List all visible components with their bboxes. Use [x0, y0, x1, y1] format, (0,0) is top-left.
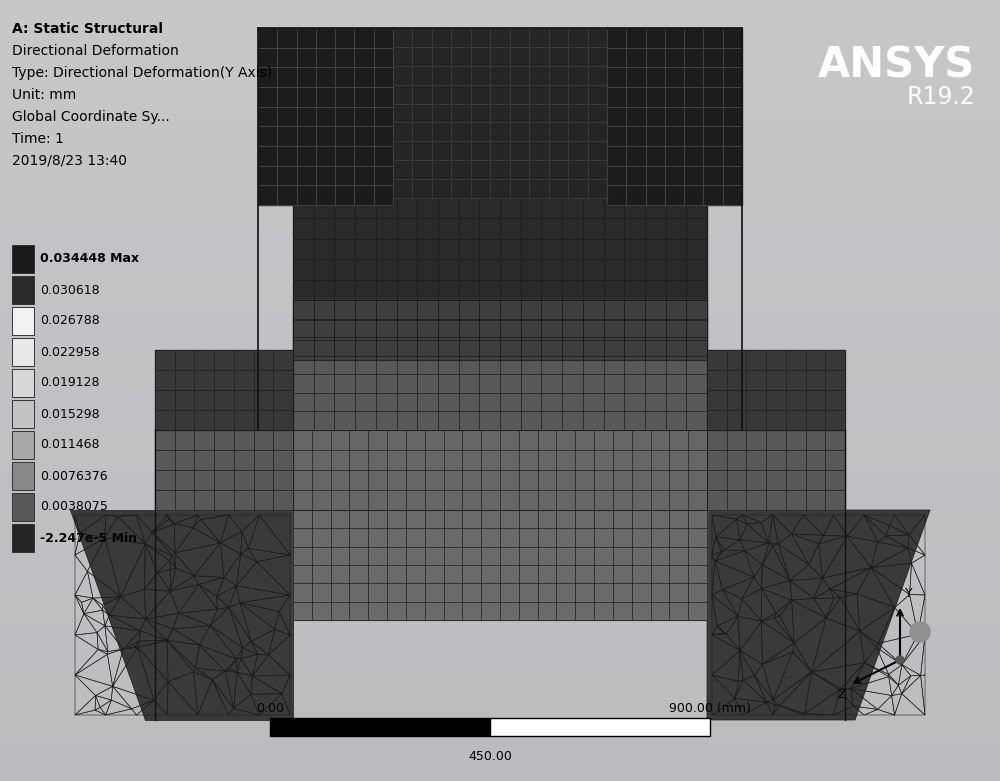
- Bar: [12, 369, 34, 397]
- Bar: [258, 28, 393, 205]
- Bar: [607, 28, 742, 205]
- Text: Type: Directional Deformation(Y Axis): Type: Directional Deformation(Y Axis): [12, 66, 272, 80]
- Text: 0.034448 Max: 0.034448 Max: [40, 252, 139, 266]
- Text: A: Static Structural: A: Static Structural: [12, 22, 163, 36]
- Bar: [0, 78, 1000, 117]
- Bar: [707, 350, 845, 430]
- Bar: [0, 273, 1000, 312]
- Bar: [0, 117, 1000, 156]
- Bar: [12, 400, 34, 428]
- Bar: [293, 300, 707, 360]
- Bar: [0, 508, 1000, 547]
- Bar: [0, 0, 1000, 39]
- Text: 0.0038075: 0.0038075: [40, 501, 108, 513]
- Text: Directional Deformation: Directional Deformation: [12, 44, 179, 58]
- Bar: [0, 195, 1000, 234]
- Text: Unit: mm: Unit: mm: [12, 88, 76, 102]
- Text: 0.011468: 0.011468: [40, 438, 100, 451]
- Bar: [293, 430, 707, 510]
- Bar: [0, 351, 1000, 390]
- Text: Z: Z: [838, 688, 846, 701]
- Text: 2019/8/23 13:40: 2019/8/23 13:40: [12, 154, 127, 168]
- Circle shape: [896, 656, 904, 664]
- Bar: [0, 234, 1000, 273]
- Bar: [707, 430, 845, 510]
- Bar: [12, 524, 34, 552]
- Text: 0.015298: 0.015298: [40, 408, 100, 420]
- Text: Time: 1: Time: 1: [12, 132, 64, 146]
- Bar: [0, 547, 1000, 586]
- Text: 0.00: 0.00: [256, 702, 284, 715]
- Text: ANSYS: ANSYS: [818, 45, 975, 87]
- Bar: [0, 430, 1000, 469]
- Text: 0.019128: 0.019128: [40, 376, 100, 390]
- Bar: [0, 586, 1000, 625]
- Bar: [12, 307, 34, 335]
- Text: Global Coordinate Sy...: Global Coordinate Sy...: [12, 110, 170, 124]
- Text: -2.247e-5 Min: -2.247e-5 Min: [40, 532, 137, 544]
- Bar: [393, 28, 607, 198]
- Bar: [12, 493, 34, 521]
- Polygon shape: [70, 510, 293, 720]
- Bar: [155, 430, 293, 510]
- Bar: [293, 198, 707, 300]
- Bar: [12, 338, 34, 366]
- Text: 450.00: 450.00: [468, 750, 512, 763]
- Bar: [270, 718, 490, 736]
- Text: 0.0076376: 0.0076376: [40, 469, 108, 483]
- Polygon shape: [707, 510, 930, 720]
- Text: 0.026788: 0.026788: [40, 315, 100, 327]
- Text: Y: Y: [905, 587, 913, 600]
- Circle shape: [910, 622, 930, 642]
- Bar: [12, 462, 34, 490]
- Bar: [293, 300, 707, 430]
- Bar: [0, 625, 1000, 664]
- Bar: [0, 664, 1000, 703]
- Bar: [155, 350, 293, 430]
- Bar: [0, 390, 1000, 430]
- Bar: [12, 431, 34, 459]
- Bar: [0, 469, 1000, 508]
- Text: 0.030618: 0.030618: [40, 284, 100, 297]
- Text: R19.2: R19.2: [906, 85, 975, 109]
- Bar: [0, 156, 1000, 195]
- Bar: [12, 276, 34, 304]
- Bar: [12, 245, 34, 273]
- Bar: [0, 39, 1000, 78]
- Bar: [0, 703, 1000, 742]
- Bar: [0, 312, 1000, 351]
- Bar: [490, 718, 710, 736]
- Text: 0.022958: 0.022958: [40, 345, 100, 358]
- Bar: [0, 742, 1000, 781]
- Bar: [293, 510, 707, 620]
- Text: 900.00 (mm): 900.00 (mm): [669, 702, 751, 715]
